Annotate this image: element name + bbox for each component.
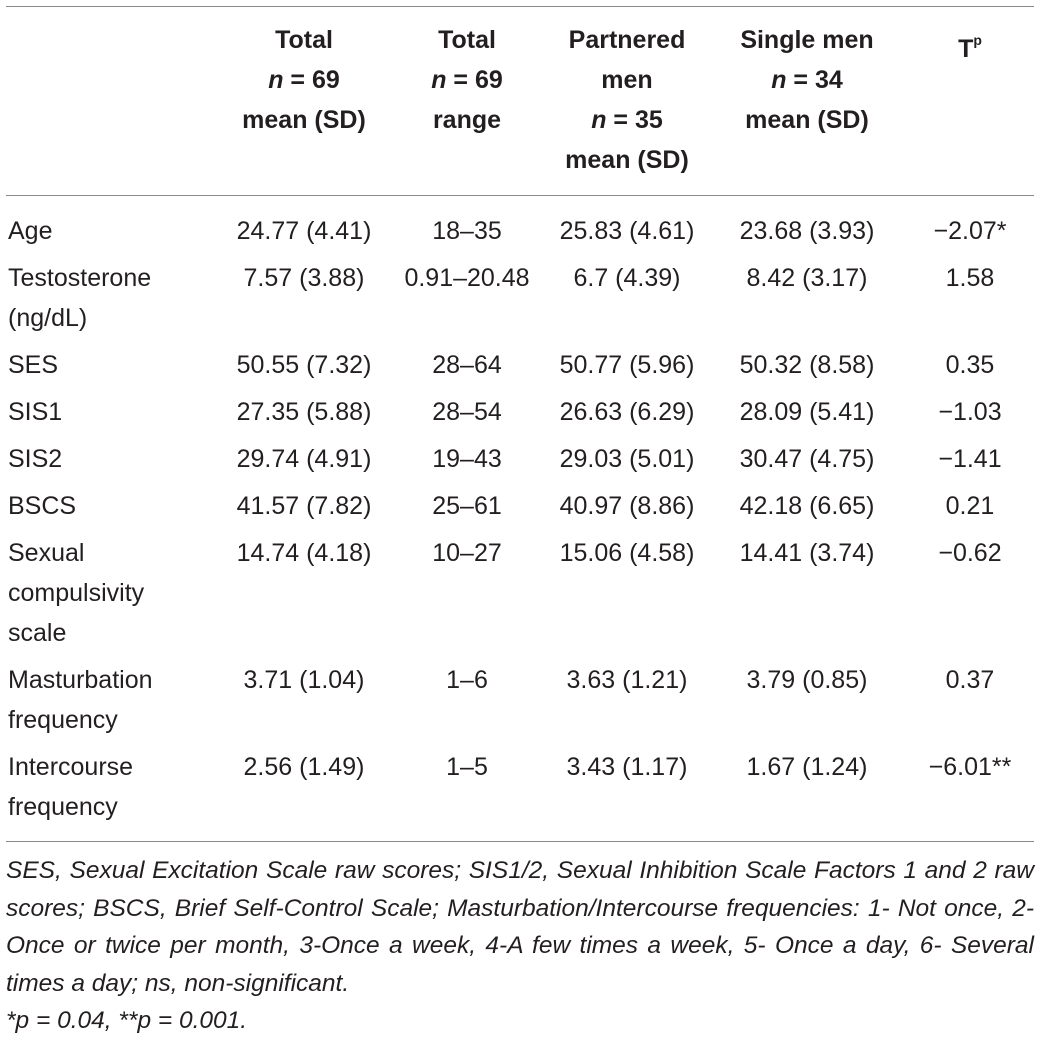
cell-partnered: 29.03 (5.01) (559, 445, 695, 473)
row-label: BSCS (8, 492, 77, 520)
table-row: Testosterone (ng/dL) 7.57 (3.88) 0.91–20.… (0, 251, 1040, 338)
cell-partnered: 26.63 (6.29) (559, 398, 695, 426)
cell-range: 1–5 (446, 753, 488, 781)
cell-single: 28.09 (5.41) (739, 398, 875, 426)
row-label: SES (8, 351, 59, 379)
cell-single: 42.18 (6.65) (739, 492, 875, 520)
cell-t: 1.58 (945, 264, 995, 292)
cell-total: 27.35 (5.88) (236, 398, 372, 426)
row-label: Sexual compulsivity scale (8, 539, 145, 647)
footnote-significance: *p = 0.04, **p = 0.001. (6, 1007, 248, 1034)
cell-range: 28–54 (432, 398, 502, 426)
table-row: Sexual compulsivity scale 14.74 (4.18) 10–… (0, 526, 1040, 653)
cell-single: 1.67 (1.24) (746, 753, 868, 781)
cell-single: 50.32 (8.58) (739, 351, 875, 379)
table-row: SIS1 27.35 (5.88) 28–54 26.63 (6.29) 28.… (0, 385, 1040, 432)
cell-range: 19–43 (432, 445, 502, 473)
table-body: Age 24.77 (4.41) 18–35 25.83 (4.61) 23.6… (0, 194, 1040, 827)
header-row: Total n = 69 mean (SD) Total n = 69 rang… (0, 20, 1040, 194)
cell-t: 0.21 (945, 492, 995, 520)
cell-range: 28–64 (432, 351, 502, 379)
cell-single: 3.79 (0.85) (746, 666, 868, 694)
row-label: Intercourse frequency (8, 753, 134, 821)
header-rule (6, 195, 1034, 196)
cell-range: 0.91–20.48 (404, 264, 530, 292)
footnote-abbreviations: SES, Sexual Excitation Scale raw scores;… (6, 857, 1034, 997)
cell-range: 10–27 (432, 539, 502, 567)
cell-partnered: 40.97 (8.86) (559, 492, 695, 520)
cell-range: 1–6 (446, 666, 488, 694)
table-row: Intercourse frequency 2.56 (1.49) 1–5 3.4… (0, 740, 1040, 827)
row-label: SIS1 (8, 398, 63, 426)
cell-t: −1.41 (938, 445, 1002, 473)
header-total-range: Total n = 69 range (431, 26, 503, 134)
cell-total: 41.57 (7.82) (236, 492, 372, 520)
cell-single: 30.47 (4.75) (739, 445, 875, 473)
cell-t: −1.03 (938, 398, 1002, 426)
cell-total: 14.74 (4.18) (236, 539, 372, 567)
cell-partnered: 3.43 (1.17) (566, 753, 688, 781)
header-single-men: Single men n = 34 mean (SD) (740, 26, 874, 134)
table-row: SES 50.55 (7.32) 28–64 50.77 (5.96) 50.3… (0, 338, 1040, 385)
header-total-mean: Total n = 69 mean (SD) (242, 26, 366, 134)
table-row: BSCS 41.57 (7.82) 25–61 40.97 (8.86) 42.… (0, 479, 1040, 526)
table-row: SIS2 29.74 (4.91) 19–43 29.03 (5.01) 30.… (0, 432, 1040, 479)
header-t-statistic: Tp (958, 32, 982, 63)
cell-total: 50.55 (7.32) (236, 351, 372, 379)
header-partnered-men: Partnered men n = 35 mean (SD) (565, 26, 689, 174)
cell-partnered: 50.77 (5.96) (559, 351, 695, 379)
table-row: Masturbation frequency 3.71 (1.04) 1–6 3.… (0, 653, 1040, 740)
cell-partnered: 3.63 (1.21) (566, 666, 688, 694)
cell-total: 2.56 (1.49) (243, 753, 365, 781)
table-footnote: SES, Sexual Excitation Scale raw scores;… (6, 852, 1034, 1040)
top-rule (6, 6, 1034, 7)
cell-single: 14.41 (3.74) (739, 539, 875, 567)
cell-total: 7.57 (3.88) (243, 264, 365, 292)
cell-range: 25–61 (432, 492, 502, 520)
cell-partnered: 6.7 (4.39) (573, 264, 681, 292)
header-label-column (0, 20, 214, 194)
table-row: Age 24.77 (4.41) 18–35 25.83 (4.61) 23.6… (0, 194, 1040, 251)
cell-total: 29.74 (4.91) (236, 445, 372, 473)
row-label: Masturbation frequency (8, 666, 153, 734)
cell-t: −6.01** (928, 753, 1012, 781)
cell-total: 24.77 (4.41) (236, 217, 372, 245)
row-label: Age (8, 217, 53, 245)
row-label: SIS2 (8, 445, 63, 473)
cell-total: 3.71 (1.04) (243, 666, 365, 694)
cell-single: 23.68 (3.93) (739, 217, 875, 245)
row-label: Testosterone (ng/dL) (8, 264, 152, 332)
data-table: Total n = 69 mean (SD) Total n = 69 rang… (0, 20, 1040, 827)
cell-t: 0.37 (945, 666, 995, 694)
cell-partnered: 25.83 (4.61) (559, 217, 695, 245)
cell-t: 0.35 (945, 351, 995, 379)
cell-range: 18–35 (432, 217, 502, 245)
cell-single: 8.42 (3.17) (746, 264, 868, 292)
bottom-rule (6, 841, 1034, 842)
cell-t: −0.62 (938, 539, 1002, 567)
cell-partnered: 15.06 (4.58) (559, 539, 695, 567)
cell-t: −2.07* (933, 217, 1007, 245)
